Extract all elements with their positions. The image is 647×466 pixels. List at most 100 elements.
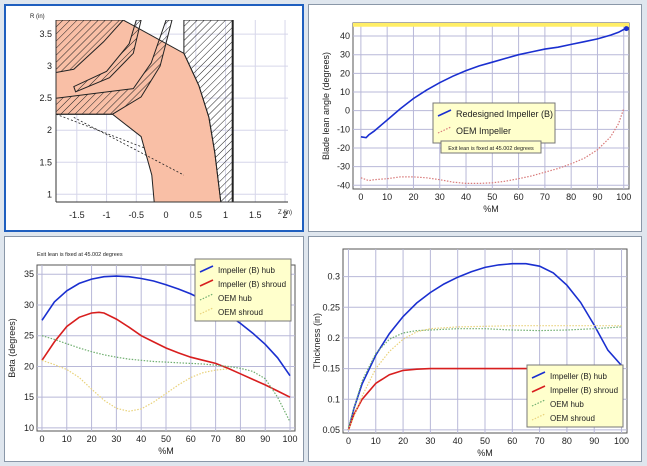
x-tick-label: -1.5 [69,210,85,220]
x-tick-label: -1 [103,210,111,220]
x-tick-label: -0.5 [129,210,145,220]
legend-box [432,102,556,144]
y-axis-label: Beta (degrees) [7,318,17,378]
blade-lean-chart-pane[interactable]: 0 10 20 30 40 50 60 70 80 90 100 -40 -30 -20 -10 0 10 20 3… [308,4,642,232]
x-tick-label: 80 [562,436,572,446]
y-tick-label: 0.15 [322,364,340,374]
x-tick-label: 1 [223,210,228,220]
blade-lean-chart-svg: 0 10 20 30 40 50 60 70 80 90 100 -40 -30 -20 -10 0 10 20 3… [321,22,631,214]
meridional-geometry [56,20,234,202]
region-hub-hatch [56,20,173,115]
legend-swatch [199,307,214,315]
legend-entry: Impeller (B) shroud [550,386,618,395]
legend-entry: OEM shroud [550,414,595,423]
series-line-oem-hub [347,326,622,428]
legend-entry: Impeller (B) shroud [218,280,286,289]
y-tick-label: 30 [24,300,34,310]
legend-swatch [531,385,546,393]
series-line-redesigned-impeller-b- [360,27,627,139]
x-tick-label: 0 [164,210,169,220]
x-tick-label: 20 [398,436,408,446]
legend-entry: OEM hub [218,294,252,303]
line-leading-edge-dashed [73,117,185,176]
reference-band [353,23,629,27]
x-tick-label: 70 [211,434,221,444]
x-tick-label: 40 [136,434,146,444]
x-tick-label: 10 [371,436,381,446]
end-marker [623,26,629,32]
legend-entry: OEM shroud [218,308,263,317]
y-tick-label: 0.3 [327,272,340,282]
x-tick-label: 60 [507,436,517,446]
x-tick-label: 60 [186,434,196,444]
thickness-chart-pane[interactable]: 0 10 20 30 40 50 60 70 80 90 100 0.05 0.1 0.15 0.2 0.25… [308,236,642,462]
x-axis-label: %M [477,448,493,458]
x-tick-label: 70 [540,192,550,202]
region-casing-hatch [183,20,234,202]
x-tick-label: 60 [514,192,524,202]
x-tick-label: 20 [408,192,418,202]
legend-swatch [437,126,452,134]
y-tick-label: 2.5 [39,93,52,103]
y-tick-label: 3.5 [39,29,52,39]
y-tick-label: 0 [345,106,350,116]
y-tick-label: 10 [24,423,34,433]
y-tick-label: 40 [340,31,350,41]
y-tick-label: 20 [340,68,350,78]
legend-box [526,364,624,428]
y-tick-label: 30 [340,50,350,60]
annotation-text: Exit lean is fixed at 45.002 degrees [37,252,123,258]
x-axis-label: Z (in) [278,210,292,216]
y-tick-label: -20 [337,143,350,153]
annotation-text: Exit lean is fixed at 45.002 degrees [448,146,534,152]
y-axis-label: R (in) [30,14,45,20]
y-axis-label: Blade lean angle (degrees) [321,52,331,160]
legend-entry: Redesigned Impeller (B) [456,109,553,119]
x-tick-label: 90 [592,192,602,202]
beta-chart-svg: 0 10 20 30 40 50 60 70 80 90 100 10 15 20 25 30 35 %M Beta… [7,252,298,456]
legend-swatch [437,109,452,117]
legend-swatch [199,293,214,301]
x-tick-label: 100 [283,434,298,444]
legend-swatch [199,279,214,287]
y-tick-label: 1 [47,189,52,199]
x-tick-label: 2 [283,210,288,220]
x-tick-label: 70 [535,436,545,446]
legend-swatch [531,399,546,407]
x-tick-label: 50 [487,192,497,202]
x-axis-label: %M [158,446,174,456]
thickness-chart-svg: 0 10 20 30 40 50 60 70 80 90 100 0.05 0.1 0.15 0.2 0.25… [312,248,629,458]
x-tick-label: 20 [87,434,97,444]
y-tick-label: 25 [24,331,34,341]
legend-swatch [199,265,214,273]
x-tick-label: 80 [566,192,576,202]
y-tick-label: -10 [337,124,350,134]
y-tick-label: 10 [340,87,350,97]
series-line-impeller-b-shroud [41,311,291,398]
series-line-oem-shroud [41,359,229,412]
y-tick-label: -30 [337,162,350,172]
meridional-chart-pane[interactable]: -1.5 -1 -0.5 0 0.5 1 1.5 2 1 1.5 2 2.5 3 3.5 Z (in) R (… [4,4,304,232]
x-tick-label: 50 [480,436,490,446]
x-tick-label: 30 [425,436,435,446]
legend-entry: OEM hub [550,400,584,409]
x-tick-label: 90 [260,434,270,444]
legend-entry: Impeller (B) hub [550,372,607,381]
series-line-oem-impeller [360,108,625,184]
y-tick-label: 15 [24,392,34,402]
region-shroud-hatch-outer [56,20,124,74]
legend-entry: Impeller (B) hub [218,266,275,275]
x-tick-label: 30 [435,192,445,202]
series-line-impeller-b-hub [41,275,291,377]
y-tick-label: 3 [47,61,52,71]
meridional-chart-svg: -1.5 -1 -0.5 0 0.5 1 1.5 2 1 1.5 2 2.5 3 3.5 Z (in) R (… [30,14,292,220]
x-tick-label: 0 [358,192,363,202]
x-tick-label: 100 [614,436,629,446]
x-tick-label: 80 [235,434,245,444]
y-axis-label: Thickness (in) [312,313,322,369]
y-tick-label: 0.05 [322,425,340,435]
x-tick-label: 10 [62,434,72,444]
beta-chart-pane[interactable]: 0 10 20 30 40 50 60 70 80 90 100 10 15 20 25 30 35 %M Beta… [4,236,304,462]
y-tick-label: -40 [337,180,350,190]
y-tick-label: 35 [24,269,34,279]
